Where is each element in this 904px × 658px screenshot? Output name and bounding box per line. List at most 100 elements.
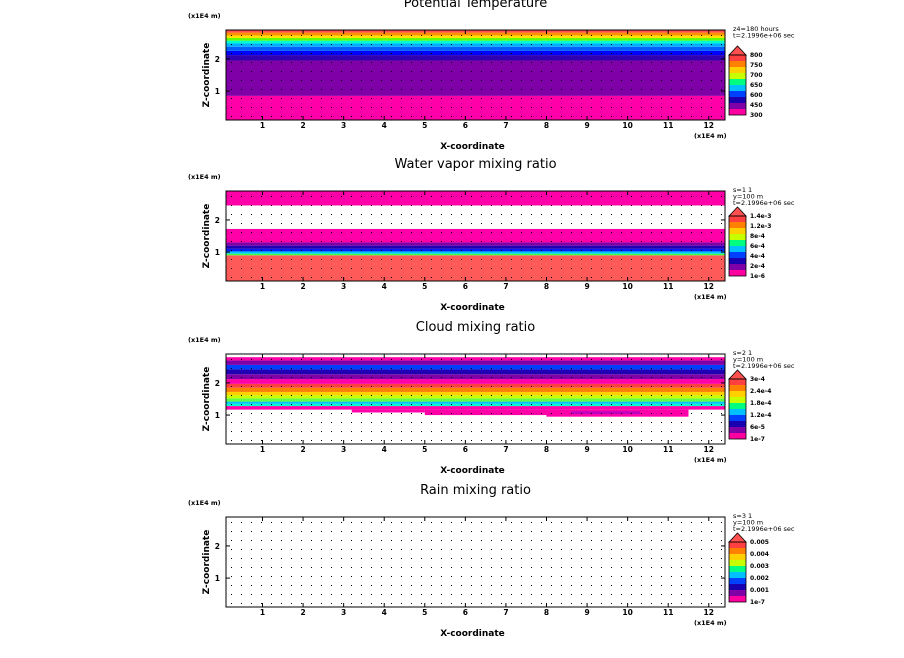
x-tick-label: 5: [422, 608, 427, 617]
x-tick-label: 2: [300, 445, 305, 454]
z-tick-label: 2: [215, 542, 220, 551]
contour-band: [226, 46, 725, 51]
legend-label: 750: [750, 62, 763, 69]
legend-swatch: [729, 403, 746, 409]
contour-band: [226, 395, 725, 399]
x-scale-label: (x1E4 m): [694, 132, 727, 140]
legend-swatch: [729, 427, 746, 433]
legend-swatch: [729, 97, 746, 103]
legend-swatch: [729, 584, 746, 590]
info-line: z4=180 hours: [733, 25, 779, 33]
legend-colorbar: [728, 532, 747, 603]
legend-overflow-arrow: [728, 206, 747, 217]
legend-swatch: [729, 421, 746, 427]
legend-overflow-arrow: [728, 45, 747, 56]
x-tick-label: 3: [341, 445, 346, 454]
legend-swatch: [729, 554, 746, 560]
legend-swatch: [729, 67, 746, 73]
x-tick-label: 11: [663, 121, 673, 130]
legend-label: 650: [750, 82, 763, 89]
legend-overflow-arrow: [728, 369, 747, 380]
legend-label: 0.003: [750, 563, 769, 570]
z-tick-label: 2: [215, 216, 220, 225]
contour-band: [226, 40, 725, 44]
contour-band: [226, 406, 725, 410]
contour-band: [226, 387, 725, 392]
chart-title: Potential Temperature: [404, 0, 547, 11]
x-tick-label: 7: [503, 445, 508, 454]
legend-colorbar: [728, 206, 747, 277]
legend-label: 6e-5: [750, 424, 765, 431]
legend-label: 2e-4: [750, 263, 765, 270]
contour-band: [226, 32, 725, 36]
contour-patch: [424, 409, 547, 416]
x-tick-label: 12: [704, 608, 714, 617]
contour-patch: [351, 409, 425, 413]
x-tick-label: 9: [584, 445, 589, 454]
contour-band: [226, 391, 725, 396]
legend-swatch: [729, 264, 746, 270]
contour-band: [226, 383, 725, 388]
x-tick-label: 1: [260, 121, 265, 130]
info-line: y=100 m: [733, 356, 763, 364]
x-tick-label: 8: [544, 282, 549, 291]
legend-colorbar: [728, 369, 747, 440]
legend-swatch: [729, 391, 746, 397]
z-tick-label: 2: [215, 55, 220, 64]
contour-band: [226, 95, 725, 120]
x-tick-label: 4: [382, 121, 387, 130]
z-scale-label: (x1E4 m): [188, 336, 221, 344]
legend-swatch: [729, 252, 746, 258]
x-tick-label: 7: [503, 282, 508, 291]
z-tick-label: 1: [215, 574, 220, 583]
contour-band: [226, 403, 725, 407]
contour-band: [226, 43, 725, 47]
chart-panel-1: Potential Temperature(x1E4 m)1 2 3 4 5 6 7 8 9 10…: [188, 0, 795, 152]
plot-frame: [225, 516, 726, 608]
x-tick-label: 2: [300, 608, 305, 617]
plot-frame: [225, 29, 726, 121]
legend-label: 6e-4: [750, 243, 765, 250]
x-tick-label: 8: [544, 445, 549, 454]
x-tick-label: 5: [422, 121, 427, 130]
legend-swatch: [729, 590, 746, 596]
legend-swatch: [729, 596, 746, 602]
contour-band: [226, 245, 725, 249]
contour-band: [226, 379, 725, 384]
y-axis-label: Z-coordinate: [202, 204, 212, 269]
x-tick-label: 9: [584, 608, 589, 617]
contour-band: [226, 38, 725, 41]
info-line: s=2 1: [733, 349, 752, 357]
x-tick-label: 2: [300, 121, 305, 130]
legend-swatch: [729, 222, 746, 228]
x-tick-label: 4: [382, 282, 387, 291]
legend-label: 600: [750, 92, 763, 99]
legend-label: 0.001: [750, 587, 769, 594]
grid-dots: [231, 196, 722, 278]
legend-label: 1.2e-3: [750, 223, 771, 230]
contour-band: [226, 35, 725, 39]
contour-patch: [570, 411, 640, 415]
legend-swatch: [729, 85, 746, 91]
x-tick-label: 2: [300, 282, 305, 291]
legend-swatch: [729, 379, 746, 385]
x-tick-label: 12: [704, 445, 714, 454]
legend-swatch: [729, 240, 746, 246]
legend-label: 1.4e-3: [750, 213, 771, 220]
x-tick-label: 11: [663, 445, 673, 454]
contour-band: [226, 369, 725, 375]
x-tick-label: 10: [622, 608, 632, 617]
legend-label: 700: [750, 72, 763, 79]
contour-band: [226, 55, 725, 61]
legend-swatch: [729, 566, 746, 572]
info-line: t=2.1996e+06 sec: [733, 525, 795, 533]
legend-swatch: [729, 258, 746, 264]
legend-swatch: [729, 228, 746, 234]
legend-swatch: [729, 433, 746, 439]
x-tick-label: 3: [341, 121, 346, 130]
x-tick-label: 3: [341, 608, 346, 617]
chart-title: Water vapor mixing ratio: [394, 157, 556, 172]
legend-overflow-arrow: [728, 532, 747, 543]
y-axis-label: Z-coordinate: [202, 43, 212, 108]
legend-swatch: [729, 73, 746, 79]
